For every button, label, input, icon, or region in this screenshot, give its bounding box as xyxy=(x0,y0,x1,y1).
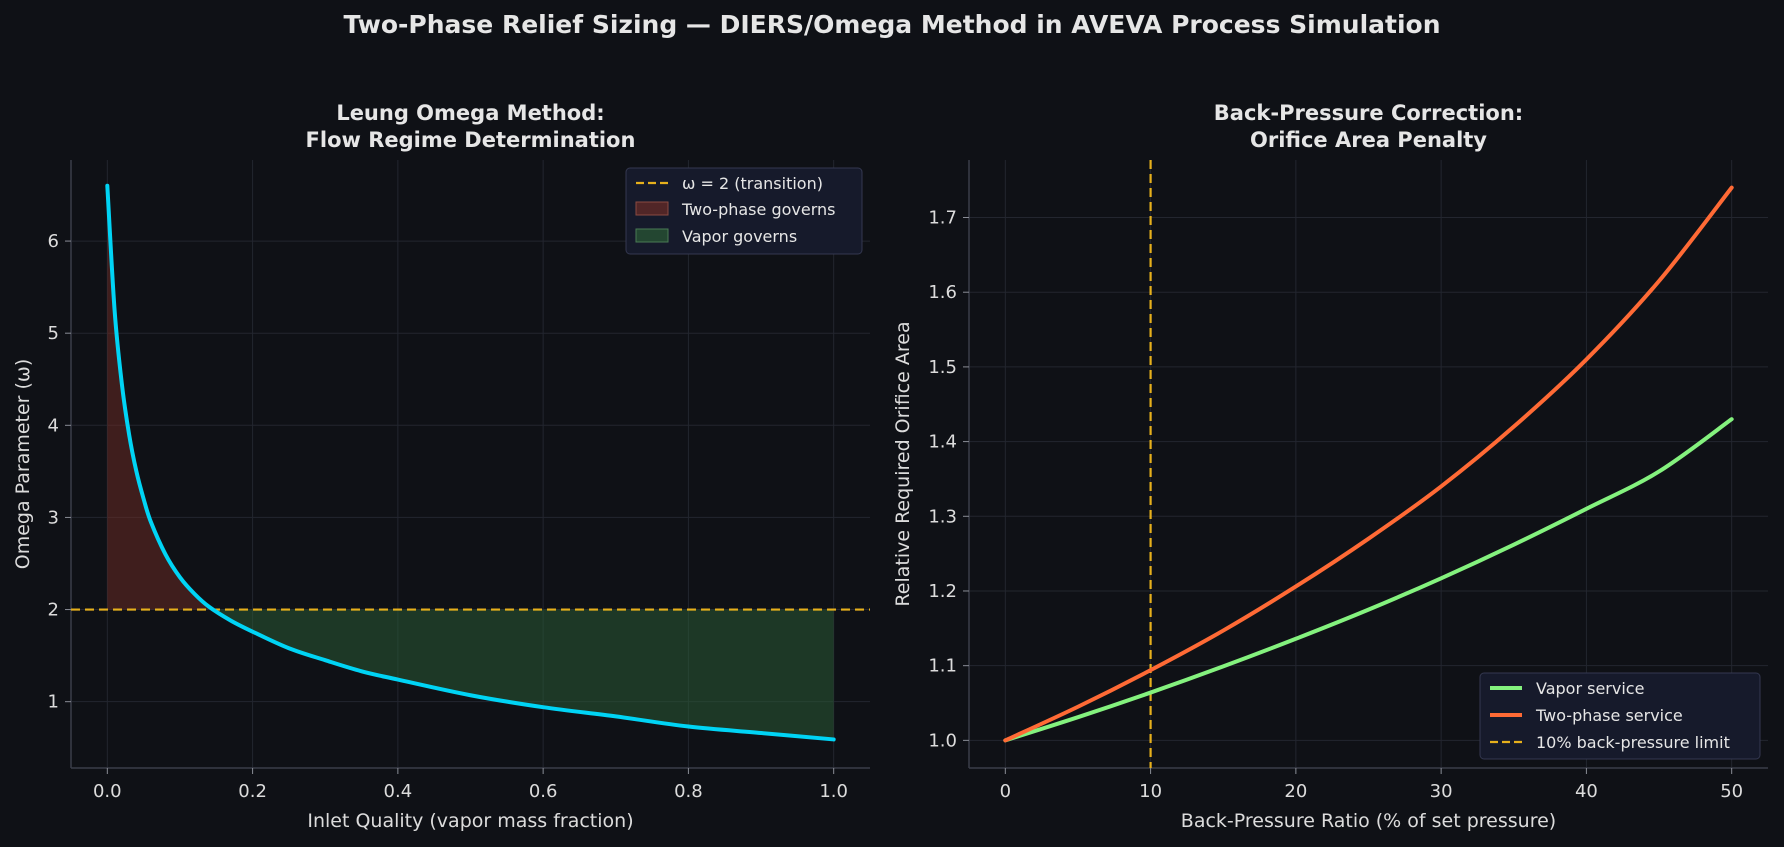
y-tick-label: 2 xyxy=(48,600,59,621)
omega-panel-title-line2: Flow Regime Determination xyxy=(306,128,636,152)
x-axis-label: Inlet Quality (vapor mass fraction) xyxy=(307,810,633,832)
y-tick-label: 1.2 xyxy=(928,581,957,602)
x-axis-label: Back-Pressure Ratio (% of set pressure) xyxy=(1181,810,1556,832)
y-tick-label: 6 xyxy=(48,231,59,252)
y-tick-label: 1.1 xyxy=(928,656,957,677)
y-tick-label: 1 xyxy=(48,692,59,713)
y-tick-label: 4 xyxy=(48,415,59,436)
figure-title: Two-Phase Relief Sizing — DIERS/Omega Me… xyxy=(343,10,1441,39)
legend-box xyxy=(625,167,863,255)
bp-panel-title-line2: Orifice Area Penalty xyxy=(1250,128,1487,152)
y-tick-label: 3 xyxy=(48,507,59,528)
legend-label-vapor-service: Vapor service xyxy=(1536,679,1644,698)
vapor-region xyxy=(213,609,834,740)
y-tick-label: 5 xyxy=(48,323,59,344)
y-tick-label: 1.4 xyxy=(928,432,957,453)
x-tick-label: 40 xyxy=(1575,781,1598,802)
legend-label-two-phase: Two-phase governs xyxy=(681,200,835,219)
x-tick-label: 1.0 xyxy=(819,781,848,802)
x-tick-label: 50 xyxy=(1720,781,1743,802)
x-tick-label: 0.0 xyxy=(93,781,122,802)
bp-panel-title-line1: Back-Pressure Correction: xyxy=(1214,101,1523,125)
x-tick-label: 20 xyxy=(1284,781,1307,802)
y-axis-label: Relative Required Orifice Area xyxy=(892,321,914,606)
legend-swatch-two-phase xyxy=(635,201,669,216)
legend-label-backpressure-limit: 10% back-pressure limit xyxy=(1536,733,1730,752)
legend-swatch-vapor xyxy=(635,228,669,243)
x-tick-label: 0.4 xyxy=(384,781,413,802)
x-tick-label: 0.8 xyxy=(674,781,703,802)
y-tick-label: 1.0 xyxy=(928,730,957,751)
legend-label-two-phase-service: Two-phase service xyxy=(1535,706,1683,725)
x-tick-label: 10 xyxy=(1139,781,1162,802)
legend-label-vapor: Vapor governs xyxy=(682,227,797,246)
backpressure-panel: 0 10 20 30 40 50 1.0 1.1 1.2 1.3 1.4 1.5 1.6 1.7 Back-… xyxy=(892,101,1768,832)
x-tick-label: 0.2 xyxy=(238,781,267,802)
two-phase-service-line xyxy=(1003,185,1734,743)
legend: Vapor service Two-phase service 10% back-p… xyxy=(1479,672,1761,760)
vapor-service-line xyxy=(1003,417,1734,743)
y-tick-label: 1.5 xyxy=(928,357,957,378)
omega-panel-title-line1: Leung Omega Method: xyxy=(336,101,604,125)
omega-curve-line xyxy=(105,183,836,742)
omega-panel: 0.0 0.2 0.4 0.6 0.8 1.0 1 2 3 4 5 6 Leung Omega Meth… xyxy=(12,101,870,832)
y-axis-label: Omega Parameter (ω) xyxy=(12,359,34,570)
two-phase-region xyxy=(107,185,214,610)
y-tick-label: 1.7 xyxy=(928,208,957,229)
y-tick-label: 1.6 xyxy=(928,282,957,303)
x-tick-label: 0 xyxy=(1000,781,1011,802)
y-tick-label: 1.3 xyxy=(928,506,957,527)
legend: ω = 2 (transition) Two-phase governs Vapor… xyxy=(625,167,863,255)
legend-box xyxy=(1479,672,1761,760)
x-tick-label: 0.6 xyxy=(529,781,558,802)
x-tick-label: 30 xyxy=(1430,781,1453,802)
legend-label-transition: ω = 2 (transition) xyxy=(682,174,823,193)
